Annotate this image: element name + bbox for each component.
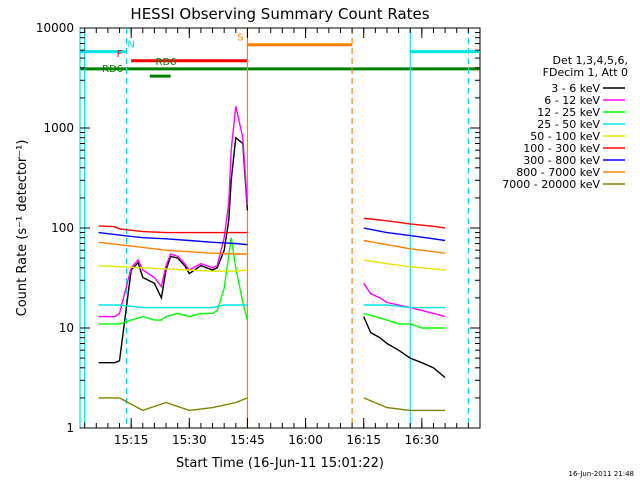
y-tick-label: 10: [59, 321, 74, 335]
series-line: [98, 265, 248, 272]
x-tick-label: 15:30: [172, 433, 207, 447]
legend-label: 6 - 12 keV: [544, 94, 600, 107]
legend-label: 3 - 6 keV: [551, 82, 600, 95]
series-layer: [98, 106, 446, 412]
footer-timestamp: 16-Jun-2011 21:48: [569, 470, 635, 478]
y-tick-label: 1000: [43, 121, 74, 135]
plot-frame: [79, 27, 481, 429]
series-line: [98, 231, 248, 246]
legend-label: 25 - 50 keV: [537, 118, 600, 131]
series-line: [98, 304, 248, 309]
y-tick-label: 10000: [36, 21, 74, 35]
flag-label: N: [127, 40, 134, 51]
flag-layer: N S F RD6 RD6: [80, 33, 480, 78]
series-line: [363, 282, 446, 318]
legend-label: 50 - 100 keV: [530, 130, 600, 143]
y-tick-label: 100: [51, 221, 74, 235]
x-axis-label: Start Time (16-Jun-11 15:01:22): [176, 456, 384, 471]
x-tick-label: 16:00: [288, 433, 323, 447]
series-line: [363, 397, 446, 412]
chart-title: HESSI Observing Summary Count Rates: [130, 5, 429, 23]
x-tick-label: 15:15: [114, 433, 149, 447]
flag-label: F: [117, 49, 123, 60]
legend-label: 800 - 7000 keV: [516, 166, 600, 179]
x-tick-label: 15:45: [230, 433, 265, 447]
legend-header: Det 1,3,4,5,6,: [552, 54, 628, 67]
flag-label: S: [237, 33, 243, 44]
boundary-layer: [79, 28, 469, 428]
x-tick-label: 16:30: [405, 433, 440, 447]
legend-label: 300 - 800 keV: [523, 154, 600, 167]
y-axis-label: Count Rate (s⁻¹ detector⁻¹): [15, 140, 30, 317]
legend-header: FDecim 1, Att 0: [543, 66, 628, 79]
series-line: [363, 316, 446, 379]
series-line: [98, 106, 249, 318]
series-line: [363, 217, 446, 229]
legend-label: 100 - 300 keV: [523, 142, 600, 155]
series-line: [98, 225, 248, 234]
series-line: [98, 397, 248, 412]
series-line: [363, 259, 446, 271]
legend-label: 12 - 25 keV: [537, 106, 600, 119]
axis-layer: 1 10 100 1000 10000 15:15 15:30 15:45 16:00 16:15…: [36, 21, 480, 447]
flag-label: RD6: [102, 64, 123, 75]
series-line: [98, 241, 248, 255]
series-line: [363, 227, 446, 242]
x-tick-label: 16:15: [346, 433, 381, 447]
series-line: [363, 312, 446, 329]
flag-label: RD6: [156, 57, 177, 68]
legend: Det 1,3,4,5,6,FDecim 1, Att 0 3 - 6 keV6 …: [502, 54, 628, 191]
series-line: [363, 304, 446, 309]
series-line: [363, 239, 446, 254]
y-tick-label: 1: [66, 421, 74, 435]
series-line: [98, 136, 249, 364]
legend-label: 7000 - 20000 keV: [502, 178, 600, 191]
